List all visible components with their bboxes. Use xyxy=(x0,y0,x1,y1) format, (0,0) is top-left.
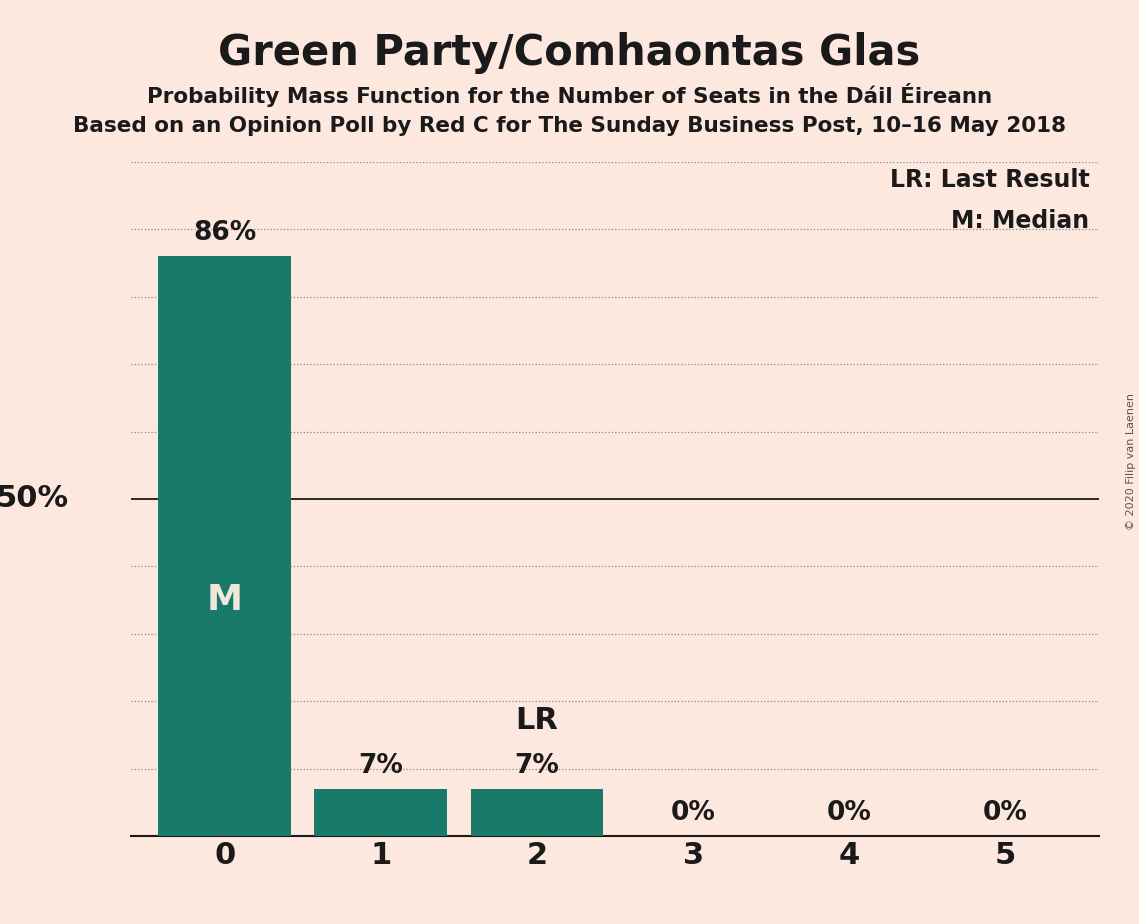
Text: Green Party/Comhaontas Glas: Green Party/Comhaontas Glas xyxy=(219,32,920,74)
Text: Probability Mass Function for the Number of Seats in the Dáil Éireann: Probability Mass Function for the Number… xyxy=(147,83,992,107)
Text: M: Median: M: Median xyxy=(951,209,1089,233)
Text: Based on an Opinion Poll by Red C for The Sunday Business Post, 10–16 May 2018: Based on an Opinion Poll by Red C for Th… xyxy=(73,116,1066,136)
Text: 7%: 7% xyxy=(359,753,403,779)
Text: 0%: 0% xyxy=(983,800,1027,826)
Text: 86%: 86% xyxy=(192,220,256,246)
Bar xyxy=(158,256,292,836)
Text: LR: Last Result: LR: Last Result xyxy=(890,168,1089,192)
Bar xyxy=(314,789,448,836)
Text: 0%: 0% xyxy=(827,800,871,826)
Text: 7%: 7% xyxy=(515,753,559,779)
Text: © 2020 Filip van Laenen: © 2020 Filip van Laenen xyxy=(1126,394,1136,530)
Text: 0%: 0% xyxy=(671,800,715,826)
Text: LR: LR xyxy=(516,706,558,736)
Text: M: M xyxy=(206,583,243,617)
Text: 50%: 50% xyxy=(0,484,68,514)
Bar xyxy=(470,789,604,836)
